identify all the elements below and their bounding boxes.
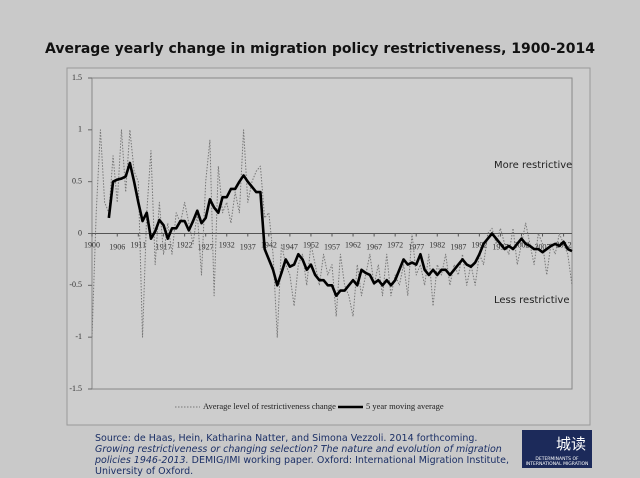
y-tick-label: 0.5 [72, 176, 82, 185]
x-tick-label: 1911 [130, 240, 146, 249]
source-text: Source: de Haas, Hein, Katharina Natter,… [95, 433, 478, 444]
x-tick-label: 1992 [471, 240, 487, 249]
y-tick-label: 0 [78, 228, 82, 237]
logo-text: 城读 [555, 435, 586, 453]
x-tick-label: 1962 [345, 240, 361, 249]
y-tick-label: -1 [75, 332, 82, 341]
x-tick-label: 1922 [177, 240, 193, 249]
y-tick-label: -0.5 [69, 280, 82, 289]
x-tick-label: 1972 [387, 240, 403, 249]
logo-caption: DETERMINANTS OF INTERNATIONAL MIGRATION [525, 457, 589, 467]
legend-label: Average level of restrictiveness change [203, 401, 336, 411]
x-tick-label: 1987 [450, 242, 466, 251]
annotation: Less restrictive [494, 295, 569, 306]
x-tick-label: 1927 [198, 242, 214, 251]
logo: 城读 DETERMINANTS OF INTERNATIONAL MIGRATI… [522, 430, 592, 468]
y-tick-label: -1.5 [69, 384, 82, 393]
series-line [107, 161, 573, 297]
x-tick-label: 1900 [84, 240, 100, 249]
source-title: Growing restrictiveness or changing sele… [95, 444, 502, 466]
x-tick-label: 2002 [513, 240, 529, 249]
x-tick-label: 1906 [109, 242, 125, 251]
x-tick-label: 1917 [156, 242, 172, 251]
x-tick-label: 1937 [240, 242, 256, 251]
source-text: DEMIG/IMI working paper. Oxford: Interna… [95, 455, 510, 477]
annotation: More restrictive [494, 160, 572, 171]
x-tick-label: 1977 [408, 242, 424, 251]
x-tick-label: 1957 [324, 242, 340, 251]
chart-title: Average yearly change in migration polic… [45, 41, 595, 57]
x-tick-label: 1942 [261, 240, 277, 249]
x-tick-label: 1947 [282, 242, 298, 251]
legend-label: 5 year moving average [366, 401, 444, 411]
x-tick-label: 1982 [429, 240, 445, 249]
y-tick-label: 1.5 [72, 73, 82, 82]
x-tick-label: 1967 [366, 242, 382, 251]
y-tick-label: 1 [78, 125, 82, 134]
x-tick-label: 1932 [219, 240, 235, 249]
series-line [91, 129, 573, 338]
source-note: Source: de Haas, Hein, Katharina Natter,… [95, 433, 515, 477]
chart: Average yearly change in migration polic… [45, 41, 595, 426]
x-tick-label: 1997 [492, 242, 508, 251]
